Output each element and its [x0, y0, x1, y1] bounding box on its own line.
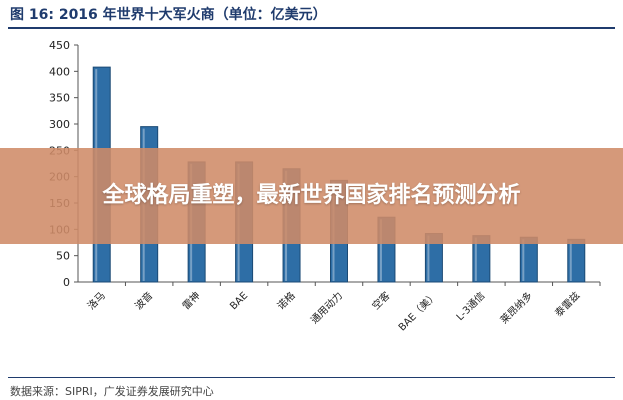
y-tick-label: 350 [49, 92, 70, 105]
title-divider [8, 27, 615, 29]
y-tick-label: 450 [49, 39, 70, 52]
chart-title: 图 16: 2016 年世界十大军火商（单位：亿美元） [10, 7, 327, 23]
y-tick-label: 400 [49, 65, 70, 78]
x-tick-label: 波音 [132, 289, 155, 312]
x-tick-label: L-3通信 [454, 290, 487, 323]
x-tick-label: 莱昂纳多 [497, 289, 534, 326]
y-tick-label: 300 [49, 118, 70, 131]
banner-text: 全球格局重塑，最新世界国家排名预测分析 [102, 183, 521, 208]
x-tick-label: 雷神 [179, 289, 202, 312]
x-tick-label: 洛马 [85, 289, 108, 312]
y-tick-label: 0 [63, 276, 70, 289]
x-tick-label: BAE（美） [395, 289, 440, 334]
source-divider [8, 377, 615, 378]
x-tick-label: 空客 [369, 289, 392, 312]
x-axis-ticks: 洛马 波音 雷神 BAE 诺格 通用动力 空客 BAE（美） L-3通信 莱昂纳多 泰雷兹 [85, 282, 601, 334]
overlay-banner: 全球格局重塑，最新世界国家排名预测分析 [0, 148, 623, 244]
x-tick-label: 通用动力 [308, 289, 345, 326]
source-note: 数据来源：SIPRI，广发证券发展研究中心 [10, 385, 214, 398]
x-tick-label: BAE [228, 290, 250, 312]
x-tick-label: 诺格 [274, 289, 297, 312]
y-tick-label: 50 [56, 250, 70, 263]
x-tick-label: 泰雷兹 [552, 289, 582, 319]
